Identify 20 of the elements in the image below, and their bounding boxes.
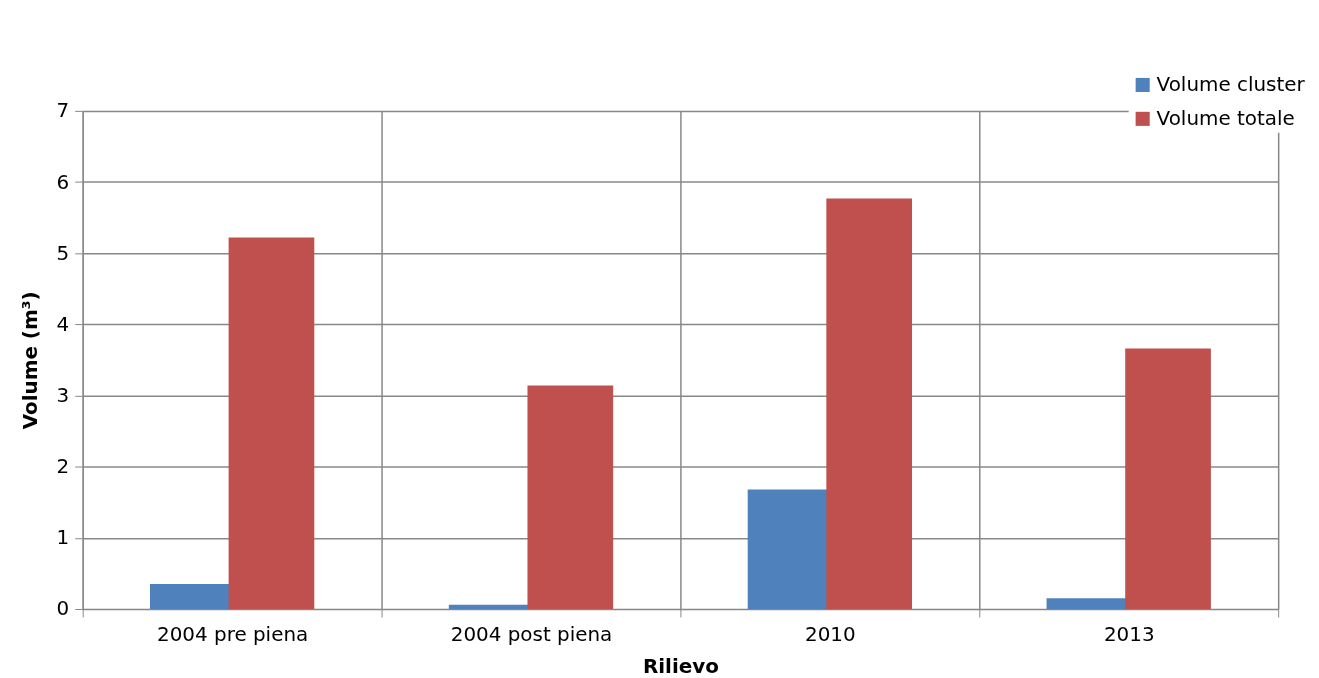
- x-tick-label: 2004 pre piena: [157, 623, 309, 647]
- x-tick-label: 2013: [1103, 623, 1155, 647]
- bar: [228, 237, 315, 609]
- y-axis-title: Volume (m³): [18, 291, 42, 430]
- legend-label: Volume cluster: [1156, 72, 1306, 96]
- bar: [826, 198, 913, 609]
- legend-label: Volume totale: [1156, 106, 1295, 130]
- y-tick-label: 2: [56, 455, 70, 479]
- bar: [527, 385, 614, 609]
- x-tick-label: 2010: [805, 623, 856, 647]
- x-tick-label: 2004 post piena: [450, 623, 613, 647]
- y-tick-label: 0: [56, 597, 70, 621]
- x-axis-title: Rilievo: [642, 655, 719, 678]
- bar: [1125, 348, 1211, 609]
- y-tick-label: 3: [56, 383, 70, 407]
- y-tick-label: 5: [56, 241, 70, 265]
- y-tick-label: 4: [56, 312, 70, 336]
- y-tick-label: 1: [56, 526, 70, 550]
- y-tick-label: 7: [56, 99, 70, 123]
- y-tick-label: 6: [56, 170, 70, 194]
